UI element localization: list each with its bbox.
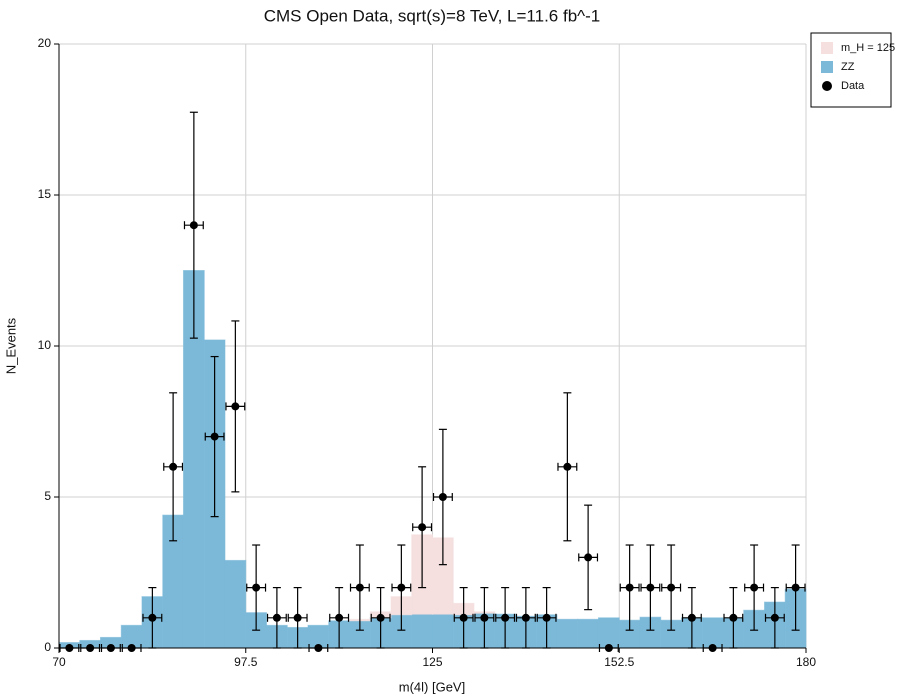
y-tick-label: 5 (44, 489, 51, 503)
y-tick-label: 10 (38, 338, 52, 352)
data-point (376, 613, 385, 622)
y-tick-label: 15 (38, 187, 52, 201)
data-point (189, 221, 198, 230)
legend-label: ZZ (841, 61, 855, 73)
data-point (397, 583, 406, 592)
data-point (210, 432, 219, 441)
data-point (750, 583, 759, 592)
bar (556, 618, 579, 649)
data-point (231, 402, 240, 411)
data-point (293, 613, 302, 622)
data-point (438, 493, 447, 501)
bar (411, 613, 433, 649)
data-point (169, 462, 178, 471)
legend-marker (822, 81, 832, 91)
data-point (770, 613, 779, 622)
y-tick-label: 0 (44, 640, 51, 654)
data-point (480, 613, 489, 622)
data-point (563, 462, 572, 471)
legend-swatch (821, 42, 833, 54)
legend-label: Data (841, 80, 865, 92)
data-point (252, 583, 261, 592)
data-point (729, 613, 738, 622)
x-tick-label: 97.5 (234, 655, 258, 669)
legend-swatch (821, 61, 833, 73)
data-point (418, 523, 427, 532)
x-axis-label: m(4l) [GeV] (399, 679, 465, 694)
data-point (148, 613, 157, 622)
histogram (58, 270, 807, 649)
axes: 0 5 10 15 20 70 97.5 125 152.5 180 (38, 36, 817, 669)
data-point (646, 583, 655, 592)
legend: m_H = 125 ZZ Data (810, 32, 895, 108)
bar (577, 618, 599, 649)
x-tick-label: 70 (52, 655, 66, 669)
data-point (335, 613, 344, 622)
bar (597, 617, 620, 649)
y-tick-label: 20 (38, 36, 52, 50)
data-point (542, 613, 551, 622)
x-tick-label: 125 (422, 655, 442, 669)
bar (701, 617, 724, 649)
data-point (791, 583, 800, 592)
data-point (521, 613, 530, 622)
data-point (584, 553, 593, 562)
x-tick-label: 152.5 (604, 655, 634, 669)
data-point (272, 613, 281, 622)
data-point (355, 583, 364, 592)
y-axis-label: N_Events (3, 317, 18, 374)
data-point (501, 613, 510, 622)
x-tick-label: 180 (796, 655, 816, 669)
data-point (667, 583, 676, 592)
data-point (459, 613, 468, 622)
data-point (687, 613, 696, 622)
bar (224, 559, 247, 649)
chart-title: CMS Open Data, sqrt(s)=8 TeV, L=11.6 fb^… (264, 6, 601, 25)
data-point (625, 583, 634, 592)
legend-label: m_H = 125 (841, 42, 895, 54)
bar (432, 613, 454, 649)
